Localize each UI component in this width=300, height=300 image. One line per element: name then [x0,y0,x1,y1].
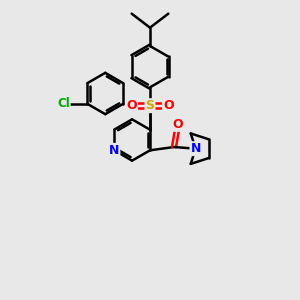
Text: O: O [126,99,137,112]
Text: O: O [163,99,174,112]
Text: Cl: Cl [57,97,70,110]
Text: N: N [109,144,119,157]
Text: N: N [190,142,201,155]
Text: S: S [146,99,154,112]
Text: O: O [172,118,183,131]
